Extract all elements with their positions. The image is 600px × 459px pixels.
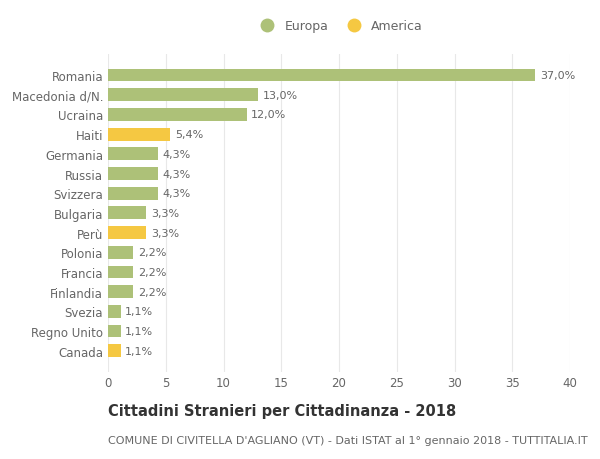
Bar bbox=[108, 285, 133, 298]
Bar bbox=[108, 246, 133, 259]
Text: 1,1%: 1,1% bbox=[125, 326, 154, 336]
Bar bbox=[108, 266, 133, 279]
Bar bbox=[108, 109, 247, 122]
Bar bbox=[108, 148, 158, 161]
Text: 2,2%: 2,2% bbox=[138, 268, 166, 277]
Bar bbox=[108, 325, 121, 338]
Bar bbox=[108, 129, 170, 141]
Text: 4,3%: 4,3% bbox=[162, 189, 191, 199]
Text: 1,1%: 1,1% bbox=[125, 307, 154, 317]
Text: Cittadini Stranieri per Cittadinanza - 2018: Cittadini Stranieri per Cittadinanza - 2… bbox=[108, 403, 456, 418]
Text: 2,2%: 2,2% bbox=[138, 248, 166, 258]
Text: 3,3%: 3,3% bbox=[151, 208, 179, 218]
Legend: Europa, America: Europa, America bbox=[255, 20, 423, 33]
Bar bbox=[108, 345, 121, 358]
Text: 12,0%: 12,0% bbox=[251, 110, 286, 120]
Text: COMUNE DI CIVITELLA D'AGLIANO (VT) - Dati ISTAT al 1° gennaio 2018 - TUTTITALIA.: COMUNE DI CIVITELLA D'AGLIANO (VT) - Dat… bbox=[108, 435, 587, 445]
Text: 37,0%: 37,0% bbox=[540, 71, 575, 81]
Bar bbox=[108, 227, 146, 240]
Text: 13,0%: 13,0% bbox=[263, 90, 298, 101]
Bar bbox=[108, 207, 146, 220]
Text: 3,3%: 3,3% bbox=[151, 228, 179, 238]
Text: 4,3%: 4,3% bbox=[162, 150, 191, 159]
Text: 5,4%: 5,4% bbox=[175, 130, 203, 140]
Bar bbox=[108, 187, 158, 200]
Bar bbox=[108, 305, 121, 318]
Text: 1,1%: 1,1% bbox=[125, 346, 154, 356]
Text: 2,2%: 2,2% bbox=[138, 287, 166, 297]
Bar bbox=[108, 168, 158, 180]
Bar bbox=[108, 89, 258, 102]
Bar bbox=[108, 69, 535, 82]
Text: 4,3%: 4,3% bbox=[162, 169, 191, 179]
